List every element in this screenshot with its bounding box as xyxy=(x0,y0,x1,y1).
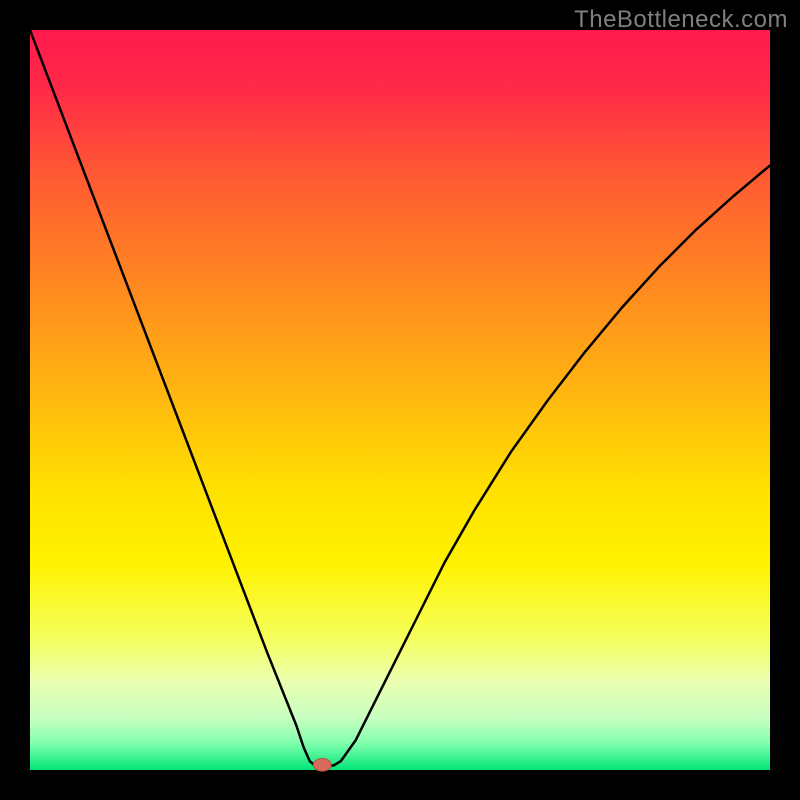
optimal-point-marker xyxy=(313,759,331,772)
bottleneck-chart xyxy=(0,0,800,800)
chart-container: TheBottleneck.com xyxy=(0,0,800,800)
plot-background-gradient xyxy=(30,30,770,770)
